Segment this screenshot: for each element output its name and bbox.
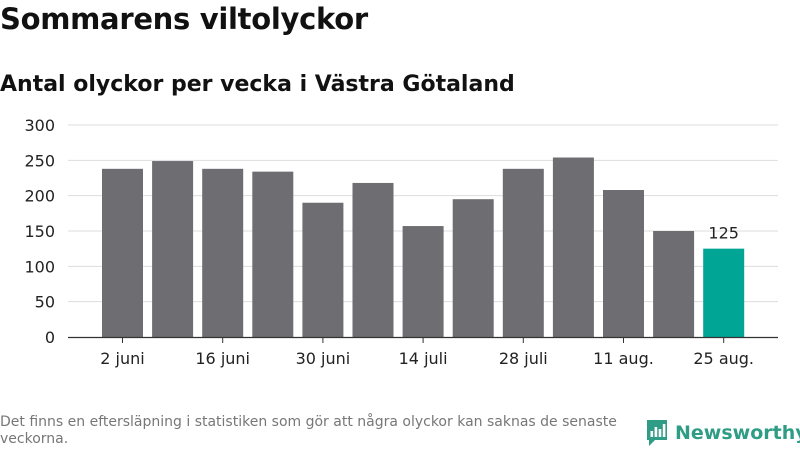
- brand-name: Newsworthy: [675, 422, 800, 444]
- y-tick-label: 150: [24, 222, 55, 241]
- bar: [202, 168, 244, 337]
- bar: [402, 226, 444, 337]
- x-tick-label: 25 aug.: [693, 349, 754, 368]
- y-tick-label: 100: [24, 257, 55, 276]
- data-label: 125: [708, 224, 739, 243]
- bar: [552, 157, 594, 337]
- y-tick-label: 300: [24, 116, 55, 135]
- chart-title: Sommarens viltolyckor: [0, 2, 368, 36]
- x-tick-label: 16 juni: [195, 349, 250, 368]
- bar-chart: 0 50 100 150 200 250 300 2 juni 16 juni 30 juni 14…: [24, 116, 778, 368]
- x-tick-label: 14 juli: [399, 349, 448, 368]
- y-tick-label: 200: [24, 187, 55, 206]
- bar: [102, 168, 143, 337]
- chart-subtitle: Antal olyckor per vecka i Västra Götalan…: [0, 72, 515, 97]
- bar: [452, 199, 494, 337]
- bar: [352, 182, 394, 337]
- brand-logo[interactable]: Newsworthy: [645, 418, 800, 448]
- bar: [252, 171, 294, 337]
- bar: [653, 231, 695, 337]
- x-tick-label: 2 juni: [100, 349, 144, 368]
- bar: [152, 161, 194, 337]
- bar: [502, 168, 544, 337]
- x-tick-label: 11 aug.: [593, 349, 654, 368]
- y-tick-label: 250: [24, 151, 55, 170]
- footnote: Det finns en eftersläpning i statistiken…: [0, 414, 617, 447]
- y-tick-label: 0: [45, 328, 55, 347]
- x-tick-label: 28 juli: [499, 349, 548, 368]
- y-tick-label: 50: [35, 293, 55, 312]
- x-tick-label: 30 juni: [296, 349, 351, 368]
- bar: [703, 248, 745, 337]
- bar: [302, 202, 344, 337]
- bar: [603, 190, 644, 337]
- newsworthy-logo-icon: [647, 420, 667, 446]
